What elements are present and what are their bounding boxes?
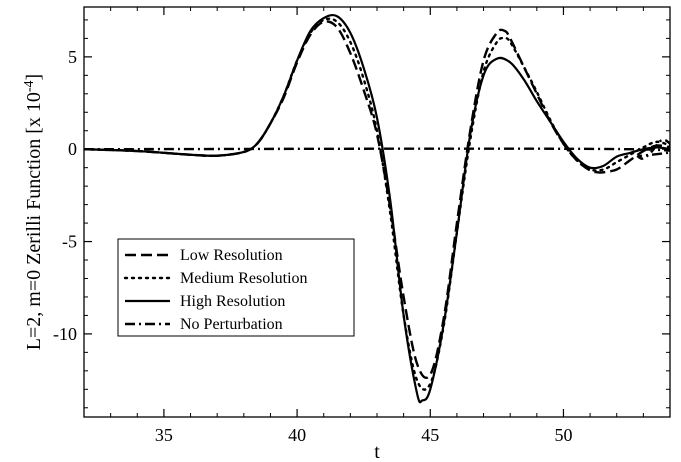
legend-label-no-perturbation: No Perturbation — [180, 316, 283, 333]
y-axis-label: L=2, m=0 Zerilli Function [x 10-4] — [22, 74, 45, 350]
legend-label-medium-resolution: Medium Resolution — [180, 270, 308, 287]
series-line-no-perturbation — [84, 138, 670, 160]
y-axis-label-exponent: -4 — [22, 80, 37, 92]
series-layer — [84, 13, 670, 404]
x-axis-label: t — [374, 441, 380, 462]
x-tick-label: 45 — [421, 425, 439, 445]
y-axis-label-main: L=2, m=0 Zerilli Function [x 10 — [23, 92, 45, 350]
x-tick-label: 50 — [554, 425, 572, 445]
x-tick-label: 35 — [155, 425, 173, 445]
y-tick-label: 5 — [68, 47, 77, 67]
series-line-high-resolution — [84, 13, 670, 404]
y-tick-label: -5 — [62, 232, 77, 252]
y-tick-label: -10 — [53, 324, 77, 344]
legend-label-low-resolution: Low Resolution — [180, 247, 283, 264]
legend-label-high-resolution: High Resolution — [180, 293, 285, 310]
y-tick-label: 0 — [68, 139, 77, 159]
plot-frame — [83, 6, 671, 418]
y-axis-label-close: ] — [23, 74, 45, 81]
x-tick-label: 40 — [288, 425, 306, 445]
legend: Low Resolution Medium Resolution High Reso… — [117, 238, 355, 337]
